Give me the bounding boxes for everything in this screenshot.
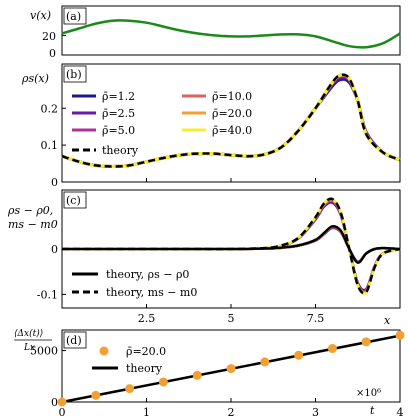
panel-c-ylabel-2: ms − m0: [8, 218, 58, 231]
panel-c-ylabel-1: ρs − ρ0,: [7, 204, 53, 217]
panel-d-ytick-label-0: 0: [51, 396, 58, 409]
panel-b-legend-label-2: ρ̄=5.0: [102, 124, 135, 137]
panel-b-legend-label-6: theory: [102, 144, 139, 157]
panel-c-xlabel: x: [384, 314, 391, 327]
panel-d-point-8: [327, 344, 337, 354]
panel-d-legend-marker-0: [99, 346, 109, 356]
panel-d-tag-box: [63, 331, 87, 349]
panel-d-point-10: [395, 330, 405, 340]
panel-a-ytick-0: 0: [49, 47, 56, 60]
panel-c-legend-label-1: theory, ms − m0: [106, 286, 197, 299]
panel-b-ytick-label-2: 0.2: [41, 102, 59, 115]
panel-d-point-7: [294, 350, 304, 360]
panel-d-xtick-label-4: 4: [397, 406, 404, 419]
panel-d-legend-label-1: theory: [126, 362, 163, 375]
panel-d-tag: (d): [66, 334, 82, 347]
panel-d-xlabel: t: [370, 404, 375, 417]
panel-d-xtick-label-0: 0: [59, 406, 66, 419]
panel-d-ytick-label-1: 5000: [30, 345, 58, 358]
panel-b-legend-label-0: ρ̄=1.2: [102, 90, 135, 103]
panel-d-point-1: [91, 390, 101, 400]
panel-b-plot: [61, 73, 401, 169]
panel-d-xtick-label-3: 3: [312, 406, 319, 419]
panel-c-xtick-label-1: 5: [228, 312, 235, 325]
panel-d-point-2: [125, 384, 135, 394]
panel-a-tag-box: [63, 7, 87, 25]
panel-b-ytick-label-1: 0.1: [41, 139, 59, 152]
panel-d-point-3: [158, 377, 168, 387]
panel-a-series-line-0: [61, 19, 401, 49]
panel-b-theory-line: [61, 73, 401, 168]
panel-a: (a) v(x) 20 0: [30, 5, 401, 60]
panel-b-legend-label-3: ρ̄=10.0: [212, 90, 252, 103]
panel-b-legend-label-4: ρ̄=20.0: [212, 107, 252, 120]
panel-b-tag: (b): [66, 68, 82, 81]
panel-a-plot: [61, 19, 401, 56]
panel-d-ylabel-num: ⟨Δx(t)⟩: [14, 328, 43, 339]
panel-c-tag: (c): [66, 194, 81, 207]
panel-d-ylabel-den: Lx: [23, 343, 35, 353]
panel-d-multiplier: ×10⁶: [356, 388, 381, 399]
panel-d-point-9: [361, 337, 371, 347]
panel-d-point-5: [226, 364, 236, 374]
panel-c-xtick-label-2: 7.5: [307, 312, 325, 325]
panel-d-point-0: [57, 397, 67, 407]
panel-d-point-4: [192, 370, 202, 380]
panel-b: (b) ρs(x) 00.10.2 ρ̄=1.2ρ̄=2.5ρ̄=5.0ρ̄=1…: [21, 63, 401, 189]
panel-b-tag-box: [63, 65, 87, 83]
panel-c-legend-label-0: theory, ρs − ρ0: [106, 268, 189, 281]
panel-c-theory-m-line: [62, 197, 401, 295]
panel-c-legend: theory, ρs − ρ0 theory, ms − m0: [72, 268, 197, 299]
panel-c-xtick-label-0: 2.5: [138, 312, 156, 325]
panel-a-tag: (a): [66, 10, 81, 23]
panel-b-ylabel: ρs(x): [21, 72, 49, 85]
panel-d-xtick-label-2: 2: [228, 406, 235, 419]
panel-b-legend: ρ̄=1.2 ρ̄=2.5 ρ̄=5.0 ρ̄=10.0 ρ̄=20.0 ρ̄=40.0 t…: [72, 90, 252, 157]
panel-d-legend: ρ̄=20.0 theory: [92, 345, 166, 375]
panel-c-tag-box: [63, 191, 87, 209]
panel-d-xtick-label-1: 1: [143, 406, 150, 419]
panel-b-legend-label-1: ρ̄=2.5: [102, 107, 135, 120]
panel-a-ylabel: v(x): [30, 9, 51, 22]
panel-b-ytick-label-0: 0: [51, 176, 58, 189]
panel-d-plot: [57, 330, 405, 407]
panel-c-ytick-label-1: 0: [51, 243, 58, 256]
panel-a-ytick-20: 20: [42, 30, 56, 43]
panel-d-legend-label-0: ρ̄=20.0: [126, 345, 166, 358]
panel-c-plot: [62, 197, 401, 295]
panel-d: (d) ⟨Δx(t)⟩ Lx ×10⁶ t 0 5000 0 1 2 3 4 ρ̄=20.0…: [14, 328, 405, 419]
panel-d-point-6: [260, 357, 270, 367]
panel-d-axes: 0 5000 0 1 2 3 4: [30, 345, 404, 419]
panel-a-frame: [61, 5, 401, 56]
panel-c-axes: -0.1 0 2.5 5 7.5: [37, 243, 324, 325]
panel-c: (c) ρs − ρ0, ms − m0 x -0.1 0 2.5 5 7.5 theo…: [7, 189, 401, 327]
panel-c-ytick-label-0: -0.1: [37, 288, 58, 301]
panel-b-legend-label-5: ρ̄=40.0: [212, 124, 252, 137]
panel-b-axes: 0 0.1 0.2: [41, 102, 316, 189]
